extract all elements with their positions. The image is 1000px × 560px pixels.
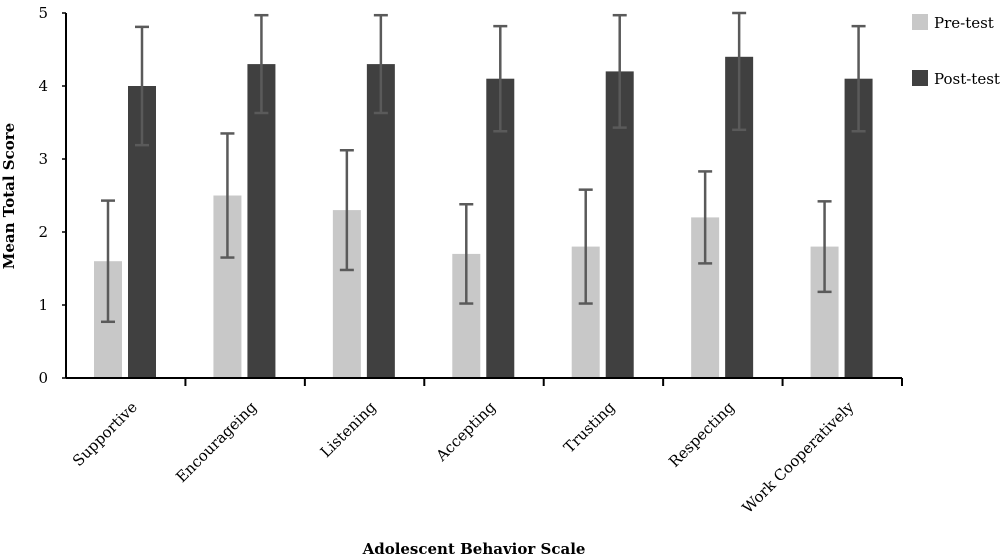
x-axis-title: Adolescent Behavior Scale — [362, 540, 586, 558]
category-label: Encourageing — [172, 398, 260, 486]
axes-layer — [65, 13, 902, 379]
category-label: Respecting — [665, 398, 738, 471]
category-label: Accepting — [432, 398, 500, 466]
y-ticks-layer: 0 1 2 3 4 5 — [38, 4, 903, 387]
category-label: Work Cooperatively — [739, 398, 858, 517]
bar-post-test — [247, 64, 276, 378]
legend-swatch — [912, 14, 928, 30]
bar-post-test — [366, 64, 395, 378]
legend-label: Pre-test — [934, 14, 994, 32]
y-tick-label: 2 — [38, 223, 48, 241]
bars-layer — [94, 56, 873, 379]
y-tick-label: 3 — [38, 150, 48, 168]
category-label: Supportive — [69, 398, 141, 470]
y-tick-label: 5 — [38, 4, 48, 22]
category-labels-layer: Supportive Encourageing Listening Accepting… — [69, 398, 858, 517]
error-bars-layer — [101, 11, 866, 324]
y-tick-label: 0 — [38, 369, 48, 387]
legend: Pre-test Post-test — [912, 14, 1000, 88]
category-label: Listening — [317, 398, 380, 461]
category-label: Trusting — [560, 398, 619, 457]
y-tick-label: 1 — [38, 296, 48, 314]
legend-swatch — [912, 70, 928, 86]
legend-label: Post-test — [934, 70, 1000, 88]
y-axis-title: Mean Total Score — [0, 123, 18, 269]
y-tick-label: 4 — [38, 77, 48, 95]
